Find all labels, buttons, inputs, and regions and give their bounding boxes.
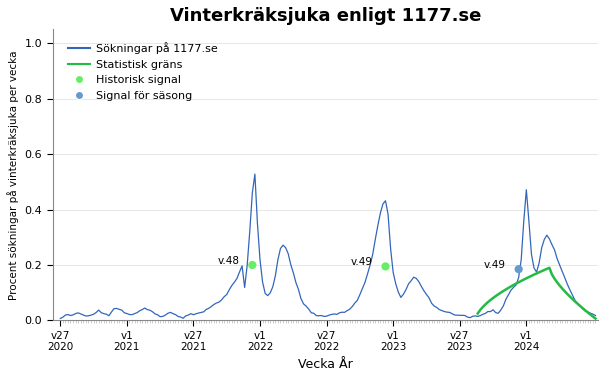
Y-axis label: Procent sökningar på vinterkräksjuka per vecka: Procent sökningar på vinterkräksjuka per… [7,50,19,300]
Point [247,262,257,268]
Text: v.49: v.49 [484,260,506,270]
Text: v.48: v.48 [218,256,240,266]
Legend: Sökningar på 1177.se, Statistisk gräns, Historisk signal, Signal för säsong: Sökningar på 1177.se, Statistisk gräns, … [64,38,222,105]
Text: v.49: v.49 [351,257,373,267]
X-axis label: Vecka År: Vecka År [298,358,353,371]
Point [381,263,390,270]
Title: Vinterkräksjuka enligt 1177.se: Vinterkräksjuka enligt 1177.se [169,7,481,25]
Point [514,266,523,272]
